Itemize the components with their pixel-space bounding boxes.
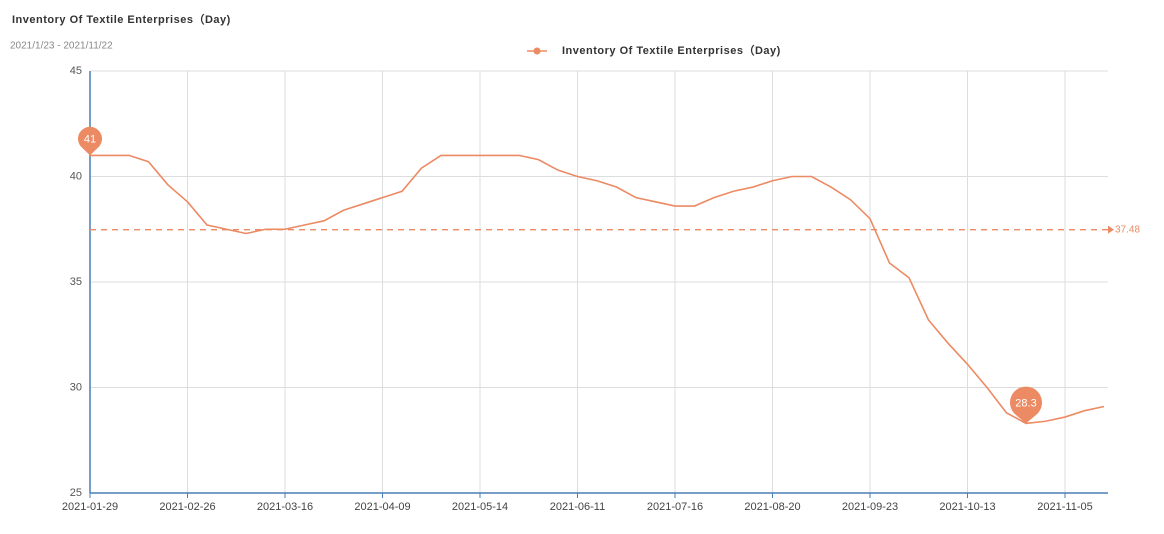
mark-point: [78, 126, 102, 156]
legend-label: Inventory Of Textile Enterprises（Day): [562, 44, 781, 57]
x-tick-label: 2021-09-23: [842, 501, 898, 513]
chart-subtitle: 2021/1/23 - 2021/11/22: [10, 41, 113, 52]
x-tick-label: 2021-08-20: [744, 501, 800, 513]
y-tick-label: 35: [70, 276, 82, 288]
y-tick-label: 45: [70, 65, 82, 77]
x-tick-label: 2021-01-29: [62, 501, 118, 513]
chart-title: Inventory Of Textile Enterprises（Day): [12, 13, 231, 26]
average-label: 37.48: [1115, 224, 1140, 235]
x-tick-label: 2021-05-14: [452, 501, 508, 513]
x-tick-label: 2021-06-11: [550, 501, 605, 513]
mark-point: [1009, 386, 1042, 424]
x-tick-label: 2021-04-09: [354, 501, 410, 513]
y-tick-label: 40: [70, 170, 82, 182]
legend-marker: [533, 47, 541, 55]
y-tick-label: 30: [70, 381, 82, 393]
mark-point-label: 28.3: [1015, 397, 1036, 409]
x-tick-label: 2021-07-16: [647, 501, 703, 513]
x-tick-label: 2021-03-16: [257, 501, 313, 513]
average-arrow: [1108, 225, 1114, 234]
mark-point-label: 41: [84, 133, 96, 145]
data-line: [90, 154, 1105, 425]
x-tick-label: 2021-10-13: [939, 501, 995, 513]
x-tick-label: 2021-11-05: [1037, 501, 1092, 513]
y-tick-label: 25: [70, 487, 82, 499]
x-tick-label: 2021-02-26: [159, 501, 215, 513]
